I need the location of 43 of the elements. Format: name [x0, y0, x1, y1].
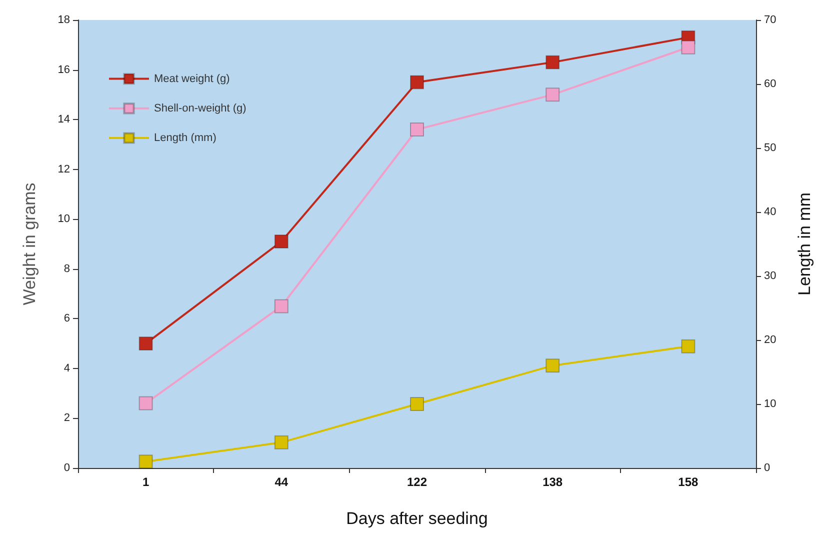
y2-tick-label: 0	[764, 462, 770, 474]
y-axis-title: Weight in grams	[20, 182, 39, 306]
y-tick-label: 14	[58, 114, 70, 126]
y2-tick-label: 20	[764, 334, 776, 346]
y-tick-label: 4	[64, 362, 70, 374]
y-tick-label: 10	[58, 213, 70, 226]
y-tick-label: 6	[64, 312, 70, 325]
legend-label: Meat weight (g)	[154, 72, 230, 85]
legend-label: Shell-on-weight (g)	[154, 102, 246, 114]
y-tick-label: 16	[58, 64, 70, 76]
y-tick-label: 8	[64, 262, 70, 275]
point	[138, 396, 153, 410]
y-tick-label: 2	[64, 412, 70, 424]
point	[681, 40, 696, 54]
x-tick-label: 44	[274, 475, 288, 489]
point	[138, 454, 153, 469]
y-tick-label: 18	[58, 14, 70, 26]
point	[681, 339, 696, 354]
point	[546, 88, 560, 102]
point	[274, 234, 288, 249]
legend-label: Length (mm)	[154, 132, 216, 144]
point	[546, 55, 560, 70]
y2-tick-label: 50	[764, 142, 776, 154]
point	[410, 122, 424, 137]
point	[138, 336, 153, 351]
y2-axis-title: Length in mm	[795, 192, 814, 296]
point	[410, 397, 424, 411]
x-tick-label: 138	[542, 475, 563, 489]
y2-tick-label: 60	[764, 78, 776, 90]
x-tick-label: 122	[406, 475, 428, 489]
point	[410, 75, 424, 90]
y2-tick-label: 10	[764, 398, 776, 410]
x-tick-label: 1	[142, 475, 150, 489]
point	[546, 358, 560, 373]
x-tick-label: 158	[678, 475, 699, 489]
y2-tick-label: 40	[764, 206, 776, 218]
point	[274, 299, 288, 314]
y-tick-label: 12	[58, 163, 70, 176]
point	[274, 435, 288, 450]
y2-tick-label: 30	[764, 270, 776, 282]
x-axis-title: Days after seeding	[346, 509, 488, 528]
y-tick-label: 0	[64, 462, 70, 474]
y2-tick-label: 70	[764, 14, 776, 26]
